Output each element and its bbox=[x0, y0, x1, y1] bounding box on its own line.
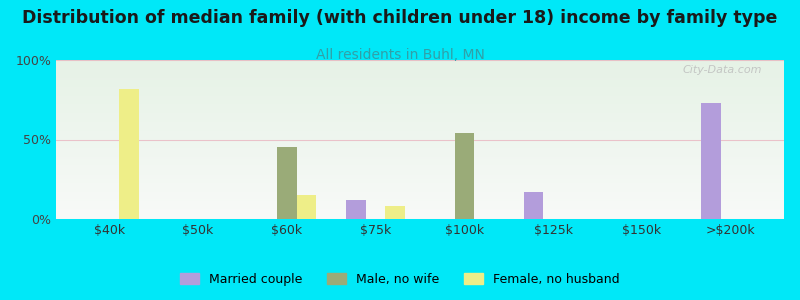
Bar bbox=[346, 200, 366, 219]
Legend: Married couple, Male, no wife, Female, no husband: Married couple, Male, no wife, Female, n… bbox=[175, 268, 625, 291]
Text: Distribution of median family (with children under 18) income by family type: Distribution of median family (with chil… bbox=[22, 9, 778, 27]
Text: All residents in Buhl, MN: All residents in Buhl, MN bbox=[315, 48, 485, 62]
Bar bbox=[524, 192, 543, 219]
Bar bbox=[702, 103, 721, 219]
Bar bbox=[119, 88, 138, 219]
Bar bbox=[277, 147, 297, 219]
Text: City-Data.com: City-Data.com bbox=[682, 65, 762, 75]
Bar bbox=[454, 133, 474, 219]
Bar bbox=[297, 195, 316, 219]
Bar bbox=[386, 206, 405, 219]
